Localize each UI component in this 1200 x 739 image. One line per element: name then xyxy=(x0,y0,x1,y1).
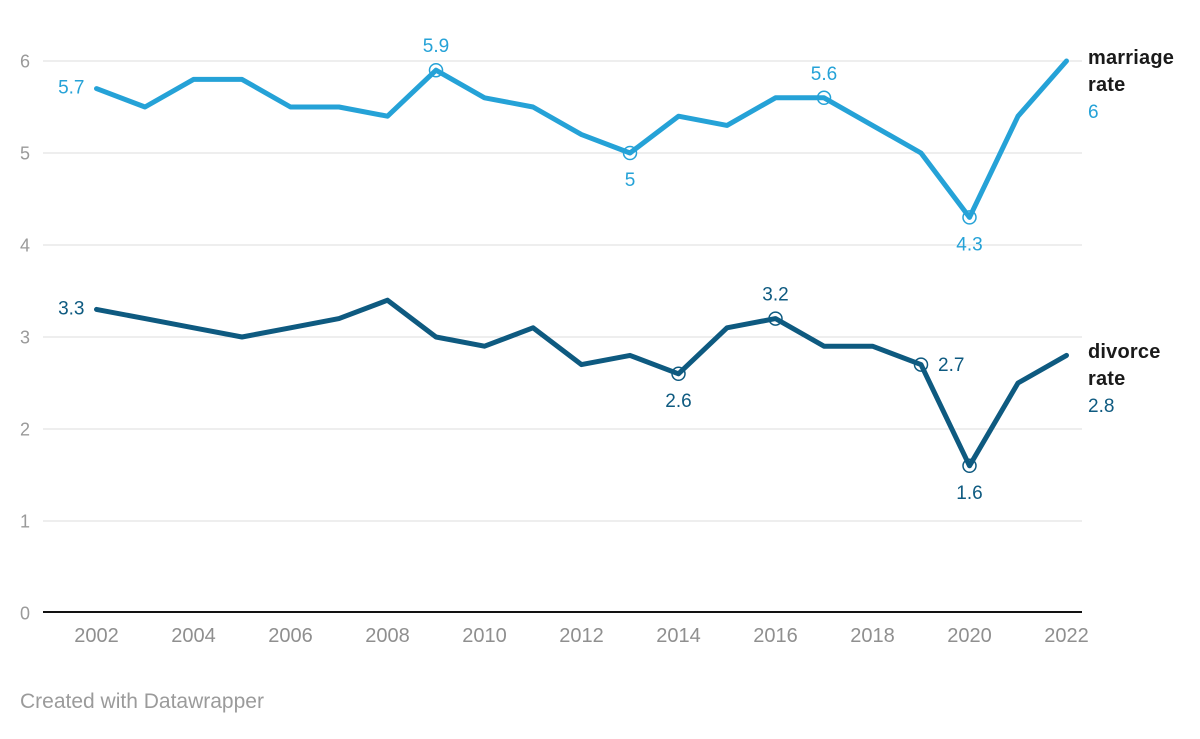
datawrapper-credit: Created with Datawrapper xyxy=(20,690,264,713)
x-axis-tick-label: 2008 xyxy=(365,625,410,647)
x-axis-tick-label: 2010 xyxy=(462,625,507,647)
y-axis-tick-label: 3 xyxy=(20,328,30,348)
x-axis-tick-label: 2014 xyxy=(656,625,701,647)
y-axis-tick-label: 4 xyxy=(20,236,30,256)
marriage-rate-value-label: 5.6 xyxy=(811,64,837,85)
divorce-rate-value-label: 3.2 xyxy=(762,285,788,306)
divorce-series-end-value: 2.8 xyxy=(1088,396,1115,417)
divorce-rate-series-label: divorce rate 2.8 xyxy=(1088,339,1161,420)
marriage-rate-value-label: 5.9 xyxy=(423,36,449,57)
marriage-series-end-value: 6 xyxy=(1088,102,1099,123)
x-axis-tick-label: 2018 xyxy=(850,625,895,647)
x-axis-tick-label: 2022 xyxy=(1044,625,1089,647)
marriage-rate-line xyxy=(94,58,1069,220)
divorce-rate-value-label: 3.3 xyxy=(58,298,84,319)
x-axis-tick-label: 2004 xyxy=(171,625,216,647)
divorce-rate-value-label: 2.6 xyxy=(665,391,691,412)
divorce-series-name-line2: rate xyxy=(1088,368,1126,390)
divorce-rate-value-label: 1.6 xyxy=(956,483,982,504)
x-axis-tick-label: 2002 xyxy=(74,625,119,647)
divorce-series-name-line1: divorce xyxy=(1088,341,1161,363)
x-axis-tick-label: 2012 xyxy=(559,625,604,647)
marriage-series-name-line1: marriage xyxy=(1088,47,1175,69)
y-axis-tick-label: 5 xyxy=(20,144,30,164)
y-axis-tick-label: 6 xyxy=(20,52,30,72)
divorce-rate-line xyxy=(94,297,1069,469)
x-axis-tick-label: 2020 xyxy=(947,625,992,647)
x-axis-tick-label: 2016 xyxy=(753,625,798,647)
divorce-rate-value-label: 2.7 xyxy=(938,355,964,376)
marriage-series-name-line2: rate xyxy=(1088,74,1126,96)
y-axis-tick-label: 2 xyxy=(20,420,30,440)
marriage-rate-series-label: marriage rate 6 xyxy=(1088,45,1174,126)
marriage-rate-value-label: 4.3 xyxy=(956,234,982,255)
y-axis-tick-label: 0 xyxy=(20,604,30,624)
marriage-rate-value-label: 5 xyxy=(625,170,636,191)
y-axis-tick-label: 1 xyxy=(20,512,30,532)
x-axis-tick-label: 2006 xyxy=(268,625,313,647)
marriage-rate-value-label: 5.7 xyxy=(58,78,84,99)
